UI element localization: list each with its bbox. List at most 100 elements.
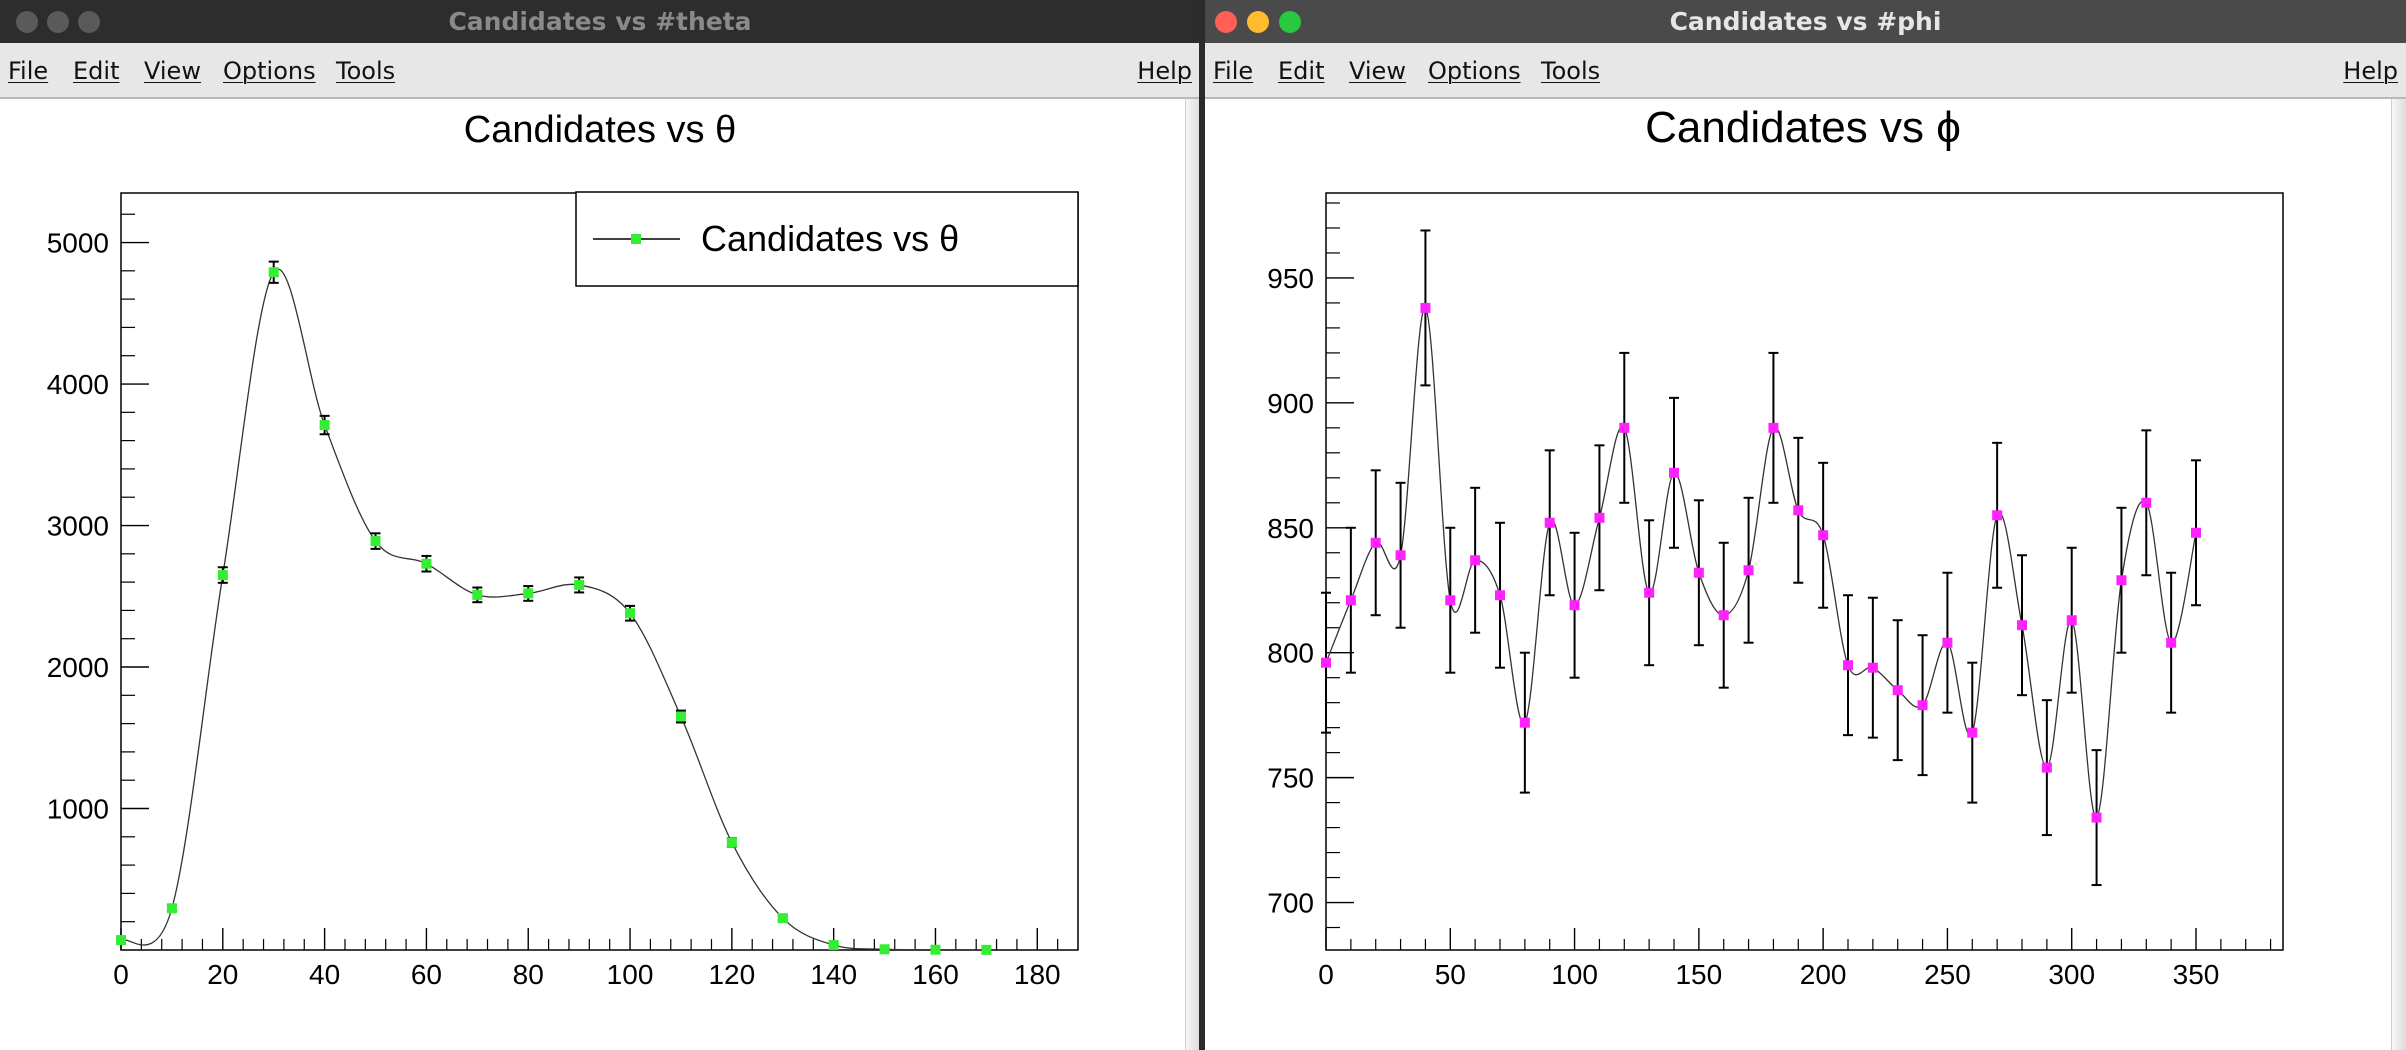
y-tick-label: 800	[1267, 638, 1314, 669]
axes: 0 20 40 60 80 100 120 140 160 180 1000 2000 3000 4000…	[47, 213, 1061, 990]
data-point	[1619, 422, 1630, 433]
data-point	[1843, 660, 1853, 671]
y-tick-label: 950	[1267, 263, 1314, 294]
menu-bar: File Edit View Options Tools Help	[0, 43, 1200, 99]
minimize-button[interactable]	[47, 11, 69, 33]
data-point	[1992, 510, 2003, 521]
smooth-curve	[121, 268, 987, 950]
window-divider	[1199, 0, 1205, 1050]
data-point	[319, 420, 330, 431]
x-tick-label: 80	[513, 959, 544, 990]
data-point	[1818, 530, 1829, 541]
x-tick-label: 140	[810, 959, 857, 990]
menu-file[interactable]: File	[8, 57, 49, 85]
menu-view[interactable]: View	[144, 57, 201, 85]
x-tick-label: 50	[1435, 959, 1466, 990]
title-bar[interactable]: Candidates vs #phi	[1205, 0, 2406, 43]
window-edge	[1185, 99, 1200, 1050]
data-point	[2017, 620, 2027, 631]
data-point	[370, 536, 381, 547]
data-points	[1321, 302, 2201, 823]
data-point	[1519, 717, 1530, 728]
window-theta: Candidates vs #theta File Edit View Opti…	[0, 0, 1200, 1050]
menu-tools[interactable]: Tools	[336, 57, 396, 85]
x-tick-label: 0	[113, 959, 129, 990]
x-tick-label: 20	[207, 959, 238, 990]
chart-title: Candidates vs ϕ	[1645, 103, 1961, 152]
close-button[interactable]	[16, 11, 38, 33]
data-point	[2141, 497, 2152, 508]
window-edge	[2391, 99, 2406, 1050]
data-points	[116, 267, 992, 955]
chart-canvas-theta[interactable]: Candidates vs θ 0 20 40 60 80 100 120 140 160 180…	[0, 99, 1200, 1050]
x-tick-label: 100	[607, 959, 654, 990]
data-point	[879, 944, 890, 955]
chart-canvas-phi[interactable]: Candidates vs ϕ 0 50 100 150 200 250 300 350 700…	[1205, 99, 2406, 1050]
data-point	[828, 940, 839, 951]
zoom-button[interactable]	[78, 11, 100, 33]
y-tick-label: 1000	[47, 794, 109, 825]
data-point	[1370, 537, 1381, 548]
data-point	[1967, 727, 1978, 738]
data-point	[421, 558, 432, 569]
data-point	[268, 267, 279, 278]
menu-bar: File Edit View Options Tools Help	[1205, 43, 2406, 99]
data-point	[2191, 527, 2201, 538]
x-tick-label: 40	[309, 959, 340, 990]
x-tick-label: 200	[1800, 959, 1847, 990]
menu-options[interactable]: Options	[223, 57, 316, 85]
data-point	[726, 837, 737, 848]
minimize-button[interactable]	[1247, 11, 1269, 33]
menu-view[interactable]: View	[1349, 57, 1406, 85]
menu-help[interactable]: Help	[1137, 57, 1192, 85]
y-tick-label: 700	[1267, 888, 1314, 919]
x-tick-label: 250	[1924, 959, 1971, 990]
menu-edit[interactable]: Edit	[73, 57, 120, 85]
x-tick-label: 60	[411, 959, 442, 990]
data-point	[1693, 567, 1704, 578]
legend-label: Candidates vs θ	[701, 218, 959, 259]
data-point	[625, 608, 636, 619]
title-bar[interactable]: Candidates vs #theta	[0, 0, 1200, 43]
data-point	[1395, 550, 1406, 561]
y-tick-label: 3000	[47, 511, 109, 542]
data-point	[1470, 555, 1481, 566]
y-tick-label: 850	[1267, 513, 1314, 544]
data-point	[1594, 512, 1605, 523]
legend: Candidates vs θ	[575, 191, 1079, 287]
data-point	[1445, 595, 1456, 606]
menu-edit[interactable]: Edit	[1278, 57, 1325, 85]
smooth-curve	[1326, 307, 2197, 819]
menu-tools[interactable]: Tools	[1541, 57, 1601, 85]
window-title: Candidates vs #theta	[448, 7, 752, 36]
data-point	[1743, 565, 1754, 576]
data-point	[217, 570, 228, 581]
data-point	[1321, 657, 1331, 668]
legend-marker	[631, 234, 641, 244]
zoom-button[interactable]	[1279, 11, 1301, 33]
y-tick-label: 2000	[47, 652, 109, 683]
x-tick-label: 160	[912, 959, 959, 990]
data-point	[523, 588, 534, 599]
data-point	[2066, 615, 2077, 626]
y-tick-label: 900	[1267, 388, 1314, 419]
data-point	[1495, 590, 1505, 601]
x-tick-label: 0	[1318, 959, 1334, 990]
data-point	[166, 903, 177, 914]
data-point	[116, 935, 126, 946]
menu-options[interactable]: Options	[1428, 57, 1521, 85]
close-button[interactable]	[1215, 11, 1237, 33]
data-point	[1420, 302, 1431, 313]
data-point	[2091, 812, 2102, 823]
plot-frame	[120, 192, 1079, 951]
data-point	[1793, 505, 1804, 516]
data-point	[1768, 422, 1779, 433]
data-point	[981, 944, 992, 955]
data-point	[1867, 662, 1878, 673]
y-tick-label: 4000	[47, 369, 109, 400]
menu-help[interactable]: Help	[2343, 57, 2398, 85]
menu-file[interactable]: File	[1213, 57, 1254, 85]
data-point	[1644, 587, 1655, 598]
y-tick-label: 750	[1267, 763, 1314, 794]
